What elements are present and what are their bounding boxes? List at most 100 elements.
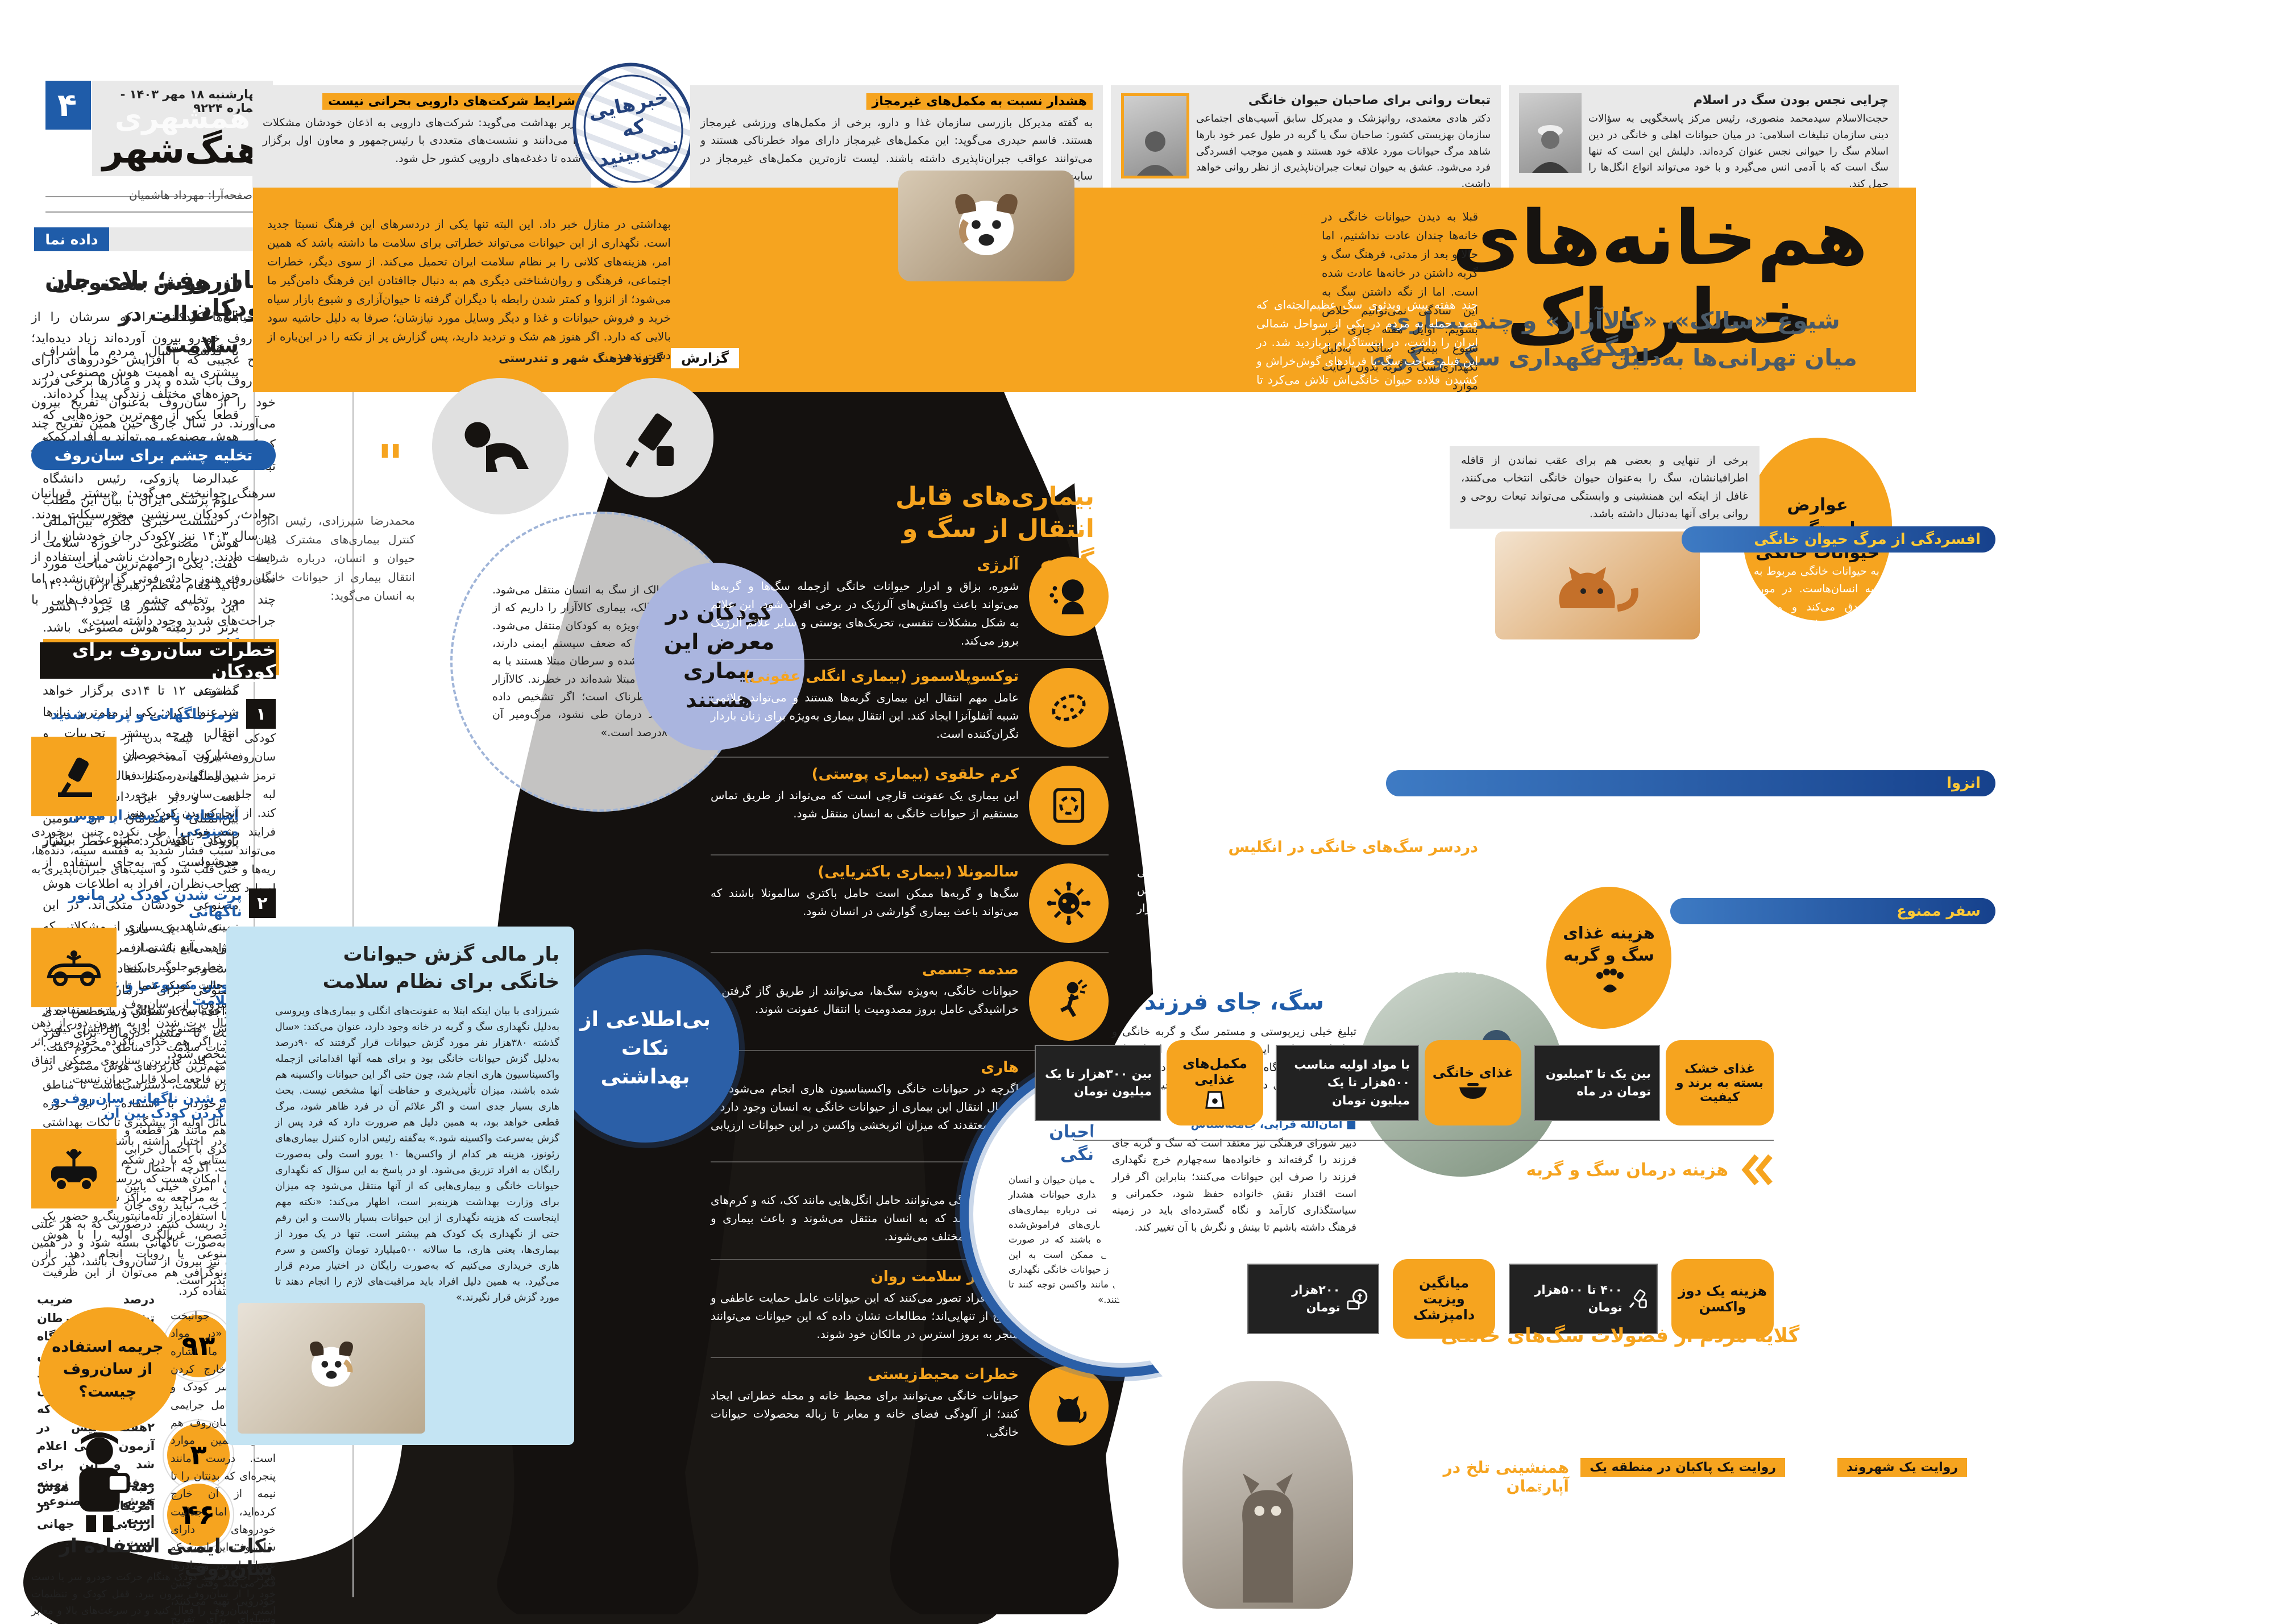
mansouri-photo bbox=[1519, 93, 1582, 173]
food-cost-note: سگ و گربه براساس جثه و نژادشان، انواع مخ… bbox=[1376, 892, 1535, 976]
dependency-side-text: برخی از تنهایی و بعضی هم برای عقب نماندن… bbox=[1461, 454, 1748, 521]
pope-quote: «خیلی‌ها بچه‌دار نمی‌شوند اما سگ و گربه … bbox=[1410, 1426, 1597, 1493]
dependency-strip bbox=[1450, 446, 1760, 529]
vet-visit-value: ۲۰۰هزار تومان bbox=[1247, 1264, 1379, 1334]
bar-travel-body: افراد در روزهای اوج سفر باید زندگی خود ر… bbox=[1748, 936, 1993, 1038]
bacteria-icon bbox=[1029, 668, 1109, 747]
treatment-body: سگ و گربه خانگی نیاز به معاینه مداوم و م… bbox=[1205, 1193, 1774, 1241]
strip-citizen-quote: «یکی از بدترین خاطره‌های زندگی‌ام بود»؛ … bbox=[1802, 1488, 1967, 1623]
designer-line: صفحه‌آرا: مهرداد هاشمیان bbox=[51, 188, 273, 202]
money-icon bbox=[1347, 1289, 1368, 1310]
supplement-pair: مکمل‌های غذایی بین ۳۰۰هزار تا یک میلیون … bbox=[1035, 1040, 1263, 1125]
police-officer-icon bbox=[57, 1424, 142, 1534]
fine-bubble: جریمه استفاده از سان‌روف چیست؟ bbox=[39, 1307, 177, 1431]
child-blob-title: سگ، جای فرزند bbox=[1144, 989, 1325, 1015]
stat-46: ۴۶ رتبه هوش آمریکایی‌ها در ارزیابی جهانی… bbox=[37, 1478, 233, 1552]
bar-travel: سفر ممنوع bbox=[1670, 898, 1995, 924]
vaccine-chip: هزینه یک دوز واکسن bbox=[1671, 1259, 1774, 1339]
bite-cost-body: شیرزادی با بیان اینکه ابتلا به عفونت‌های… bbox=[275, 1006, 560, 1304]
news-box-pharma: شرایط شرکت‌های دارویی بحرانی نیست وزیر ب… bbox=[252, 85, 591, 198]
motamedi-photo bbox=[1121, 93, 1189, 178]
report-kicker-label: گزارش bbox=[670, 348, 739, 368]
strip-citizen: روایت یک شهروند bbox=[1837, 1458, 1967, 1477]
bar-depression: افسردگی از مرگ حیوان خانگی bbox=[1682, 526, 1995, 553]
danger-2-title: پرت شدن کودک در مانور ناگهانی bbox=[68, 887, 242, 920]
ai-article-p4: وی در پاسخ به سؤالی درباره استفاده از هو… bbox=[43, 1003, 239, 1298]
case-khordad-chip: خرداد ۱۴۰۳ bbox=[1391, 733, 1478, 761]
bowl-icon bbox=[1459, 1083, 1487, 1099]
banner-intro-b: بهداشتی در منازل خبر داد. این البته تنها… bbox=[267, 217, 671, 362]
food-cost-bubble-text: هزینه غذای سگ و گربه bbox=[1563, 923, 1655, 965]
report-byline: گروه فرهنگ شهر و تندرستی bbox=[499, 351, 663, 365]
virus-icon bbox=[1029, 863, 1109, 943]
paw-icon bbox=[1596, 969, 1624, 993]
danger-1-body: کودکی که تا نیمه بدن از سان‌روف بیرون آم… bbox=[31, 731, 276, 895]
case-mordad-chip: مرداد ۱۴۰۳ bbox=[1391, 574, 1478, 601]
dog-attack-body: چند هفته پیش ویدئوی سگ عظیم‌الجثه‌ای که … bbox=[1256, 298, 1478, 537]
complaints-body: خلأهای قانونی باعث شده که سگ‌های خانگی، … bbox=[1376, 1364, 1978, 1427]
news-box-psy: تبعات روانی برای صاحبان حیوان خانگی دکتر… bbox=[1111, 85, 1501, 198]
ai-article-title: از هوش مصنوعی تا عدالت در سلامت bbox=[52, 270, 239, 358]
danger-3-title: بسته شدن ناگهانی سان‌روف و گیر کردن کودک… bbox=[52, 1091, 251, 1121]
homefood-value: با مواد اولیه مناسب ۵۰۰هزار تا یک میلیون… bbox=[1276, 1045, 1419, 1121]
treatment-head: هزینه درمان سگ و گربه bbox=[1526, 1154, 1774, 1186]
syringe-icon bbox=[625, 413, 674, 468]
main-title: هم‌خانه‌های خطرناک bbox=[1452, 194, 1868, 361]
vet-visit-chip: میانگین ویزیت دامپزشک bbox=[1393, 1259, 1495, 1339]
rule bbox=[45, 196, 239, 197]
hidden-news-stamp-text: خبرهایی که نمی‌بینید bbox=[574, 65, 693, 192]
kids-blob: کودکان در معرض این بیماری هستند bbox=[634, 563, 804, 750]
dog-head-photo bbox=[898, 171, 1074, 281]
designer-name: صفحه‌آرا: مهرداد هاشمیان bbox=[128, 188, 252, 202]
disease-allergy: آلرژی شوره، بزاق و ادرار حیوانات خانگی از… bbox=[711, 549, 1109, 650]
scratch-injury-icon bbox=[1029, 961, 1109, 1041]
dog-attack-title: حمله سگ‌های خانگی bbox=[1240, 202, 1335, 294]
bar-depression-body: مهم‌ترین تبعات وابستگی به حیوانات خانگی … bbox=[1754, 565, 1993, 720]
banner-intro-a: قبلا به دیدن حیوانات خانگی در خانه‌ها چن… bbox=[1322, 210, 1478, 392]
page5-divider bbox=[254, 188, 255, 1563]
news-pharma-title: شرایط شرکت‌های دارویی بحرانی نیست bbox=[322, 93, 581, 110]
page4-divider bbox=[352, 188, 354, 1597]
disease-salmonella: سالمونلا (بیماری باکتریایی) سگ‌ها و گربه‌… bbox=[711, 854, 1109, 943]
apartment-title: همنشینی تلخ در آپارتمان bbox=[1443, 1458, 1569, 1496]
bite-cost-title: بار مالی گزش حیوانات خانگی برای نظام سلا… bbox=[322, 943, 559, 993]
danger-item-1: ۱ ترمز ناگهانی و پرتاب شدید کودکی که تا ن… bbox=[31, 699, 276, 898]
salek-lead: محمدرضا شیرزادی، رئیس اداره کنترل بیماری… bbox=[256, 514, 415, 603]
disease-environment: خطرات محیط‌زیستی حیوانات خانگی می‌توانند … bbox=[711, 1357, 1109, 1446]
convertible-car-icon bbox=[31, 928, 117, 1007]
banner bbox=[253, 188, 1916, 392]
cost-divider bbox=[1074, 1140, 1774, 1141]
news-supplements-title: هشدار نسبت به مکمل‌های غیرمجاز bbox=[866, 93, 1093, 110]
hygiene-circle-text: بی‌اطلاعی از نکات بهداشتی bbox=[579, 1008, 711, 1089]
cat-diseases-title: بیماری‌های قابل انتقال از سگ و گربه bbox=[895, 482, 1094, 576]
eye-injury-pill: تخلیه چشم برای سان‌روف bbox=[31, 441, 276, 470]
homefood-chip: غذای خانگی bbox=[1425, 1040, 1521, 1125]
supplement-value: بین ۳۰۰هزار تا یک میلیون تومان bbox=[1035, 1045, 1161, 1121]
datanama-bar bbox=[111, 227, 273, 251]
news-box-islam: چرایی نجس بودن سگ در اسلام حجت‌الاسلام س… bbox=[1509, 85, 1899, 198]
ringworm-icon bbox=[1029, 766, 1109, 845]
vaccine-syringe-icon bbox=[1629, 1289, 1647, 1309]
dryfood-pair: غذای خشک بسته به برند و کیفیت بین یک تا … bbox=[1534, 1040, 1774, 1125]
tabby-cat-photo bbox=[1182, 1381, 1353, 1609]
sneeze-icon bbox=[1029, 556, 1109, 636]
supplement-chip: مکمل‌های غذایی bbox=[1167, 1040, 1263, 1125]
eye-injury-body: سرهنگ جوانبخت می‌گوید: «بیشتر قربانیان ح… bbox=[31, 487, 276, 629]
case-mordad-body: زن جوان شاهرودی در یکی از پارک‌های این ش… bbox=[1137, 571, 1381, 744]
news-islam-body: حجت‌الاسلام سیدمحمد منصوری، رئیس مرکز پا… bbox=[1588, 113, 1889, 190]
treatment-title: هزینه درمان سگ و گربه bbox=[1526, 1160, 1729, 1180]
rule bbox=[45, 211, 273, 213]
stat-46-circle: ۴۶ bbox=[164, 1480, 233, 1550]
food-cost-row: غذای خشک بسته به برند و کیفیت بین یک تا … bbox=[1035, 1040, 1774, 1125]
main-subtitle-1: شیوع «سالک»، «کالاآزار» و چند بیماری دیگ… bbox=[1389, 307, 1840, 362]
sunroof-dangers-heading: خطرات سان‌روف برای کودکان bbox=[40, 639, 276, 682]
syringe-circle bbox=[594, 378, 713, 497]
disease-ringworm: کرم حلقوی (بیماری پوستی) این بیماری یک عف… bbox=[711, 757, 1109, 845]
baby-crawl-icon bbox=[464, 422, 529, 472]
cat-icon bbox=[1029, 1366, 1109, 1446]
news-islam-title: چرایی نجس بودن سگ در اسلام bbox=[1693, 93, 1889, 107]
kids-blob-text: کودکان در معرض این بیماری هستند bbox=[663, 600, 775, 713]
disease-injury: صدمه جسمی حیوانات خانگی، به‌ویژه سگ‌ها، م… bbox=[711, 952, 1109, 1041]
page4-masthead-box: چهارشنبه ۱۸ مهر ۱۴۰۳ - شماره ۹۲۲۴ همشهری… bbox=[92, 81, 309, 176]
strip-cleaner: روایت یک پاکبان در منطقه یک bbox=[1580, 1458, 1785, 1477]
